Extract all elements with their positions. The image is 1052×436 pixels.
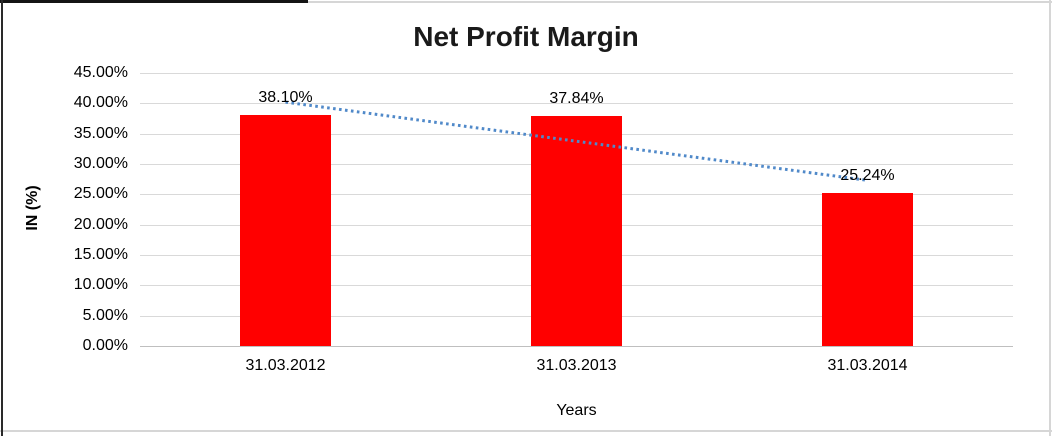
x-tick-label: 31.03.2012 [245,357,326,374]
y-tick-label: 40.00% [73,94,128,111]
gridline [140,73,1013,74]
border-top-black-segment [0,0,308,3]
x-axis-line [140,346,1013,347]
bar [822,192,913,346]
y-tick-label: 45.00% [73,64,128,81]
y-tick-label: 25.00% [73,185,128,202]
border-top-gray [0,1,1052,3]
y-tick-label: 5.00% [82,307,128,324]
y-tick-label: 15.00% [73,246,128,263]
border-right-gray [1049,0,1051,436]
y-tick-label: 35.00% [73,125,128,142]
border-left-black [1,0,3,436]
bar-data-label: 37.84% [549,90,604,108]
chart-title: Net Profit Margin [413,21,639,52]
bar [531,116,622,346]
x-tick-label: 31.03.2014 [827,357,908,374]
bar-data-label: 25.24% [840,166,895,184]
border-bottom-gray [0,430,1052,432]
bar-data-label: 38.10% [258,88,313,106]
bar [240,114,331,346]
y-tick-label: 30.00% [73,155,128,172]
y-tick-label: 10.00% [73,276,128,293]
x-tick-label: 31.03.2013 [536,357,617,374]
x-axis-title: Years [556,402,597,419]
y-tick-label: 20.00% [73,216,128,233]
y-tick-label: 0.00% [82,337,128,354]
